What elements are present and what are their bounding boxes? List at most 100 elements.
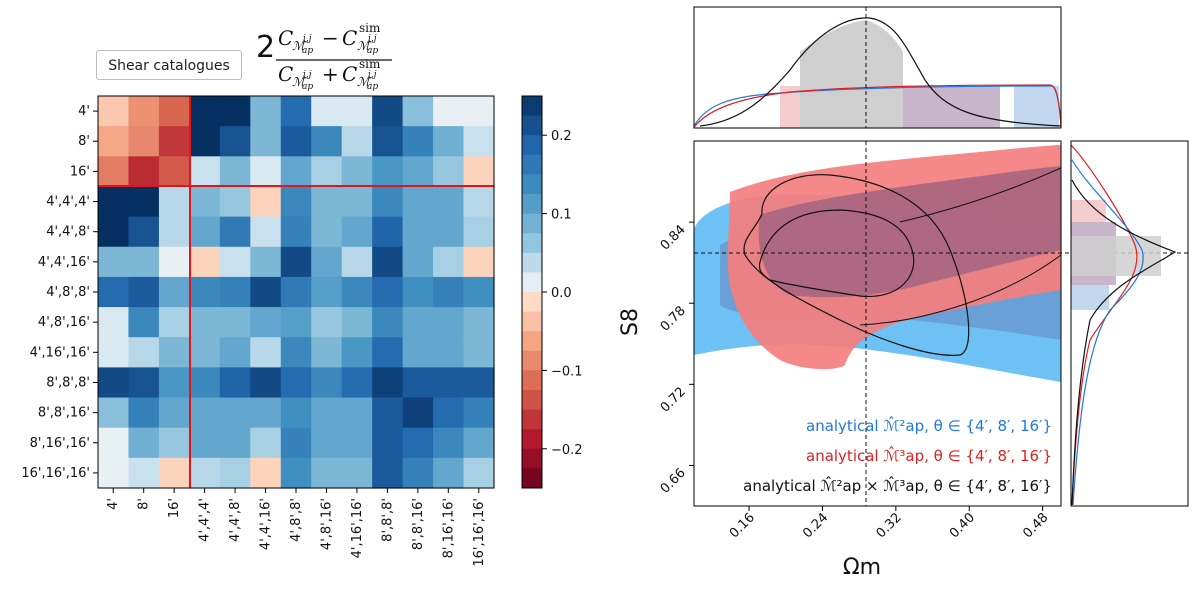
svg-text:sim: sim — [359, 21, 381, 35]
heatmap-cell — [189, 397, 221, 429]
heatmap-cell — [280, 397, 312, 429]
heatmap-cells — [98, 96, 495, 489]
heatmap-cell — [250, 186, 282, 218]
heatmap-cell — [341, 307, 373, 338]
heatmap-col-label: 4',8',16' — [319, 498, 334, 550]
heatmap-cell — [189, 337, 221, 368]
y-ticks: 0.66 0.72 0.78 0.84 — [658, 221, 694, 497]
heatmap-cell — [219, 367, 251, 399]
heatmap-cell — [189, 276, 221, 308]
marginal-omega-m-red-curve — [694, 84, 1061, 128]
svg-text:ap: ap — [367, 82, 378, 92]
svg-text:sim: sim — [359, 57, 381, 71]
heatmap-cell — [250, 367, 282, 399]
heatmap-row-label: 4',8',16' — [38, 315, 90, 330]
colorbar-segment — [522, 213, 542, 234]
heatmap-cell — [250, 337, 282, 368]
y-tick-label: 0.78 — [658, 303, 689, 334]
heatmap-cell — [98, 126, 130, 157]
heatmap-cell — [341, 216, 373, 248]
x-tick-label: 0.40 — [947, 510, 978, 541]
svg-text:i,j: i,j — [303, 34, 312, 44]
heatmap-cell — [433, 96, 465, 127]
x-tick-label: 0.16 — [727, 510, 758, 541]
y-tick-label: 0.84 — [658, 222, 689, 253]
x-ticks: 0.16 0.24 0.32 0.40 0.48 — [727, 506, 1051, 541]
heatmap-row-label: 8' — [78, 134, 90, 149]
heatmap-cell — [463, 337, 495, 368]
heatmap-col-label: 4' — [106, 498, 121, 510]
svg-text:C: C — [278, 62, 293, 86]
heatmap-cell — [433, 246, 465, 278]
colorbar-tick-label: 0.2 — [551, 129, 572, 144]
svg-text:−: − — [322, 26, 339, 50]
heatmap-cell — [311, 246, 343, 278]
heatmap-cell — [189, 246, 221, 278]
svg-text:C: C — [342, 62, 357, 86]
heatmap-cell — [311, 216, 343, 248]
heatmap-cell — [98, 96, 130, 127]
heatmap-cell — [341, 427, 373, 459]
black-contour-inner — [758, 209, 915, 297]
heatmap-cell — [341, 337, 373, 368]
heatmap-cell — [128, 216, 160, 248]
heatmap-cell — [98, 397, 130, 429]
heatmap-cell — [372, 216, 404, 248]
colorbar-segment — [522, 174, 542, 195]
heatmap-cell — [402, 276, 434, 308]
heatmap-cell — [433, 337, 465, 368]
heatmap-cell — [189, 216, 221, 248]
marginal-s8-frame — [1070, 140, 1189, 507]
heatmap-cell — [189, 126, 221, 157]
heatmap-cell — [463, 156, 495, 188]
heatmap-cell — [280, 126, 312, 157]
heatmap-cell — [463, 397, 495, 429]
heatmap-cell — [311, 156, 343, 188]
colorbar-tick-label: 0.1 — [551, 208, 572, 223]
colorbar-segment — [522, 390, 542, 411]
svg-text:i,j: i,j — [303, 70, 312, 80]
heatmap-cell — [463, 186, 495, 218]
heatmap-cell — [372, 397, 404, 429]
heatmap-cell — [433, 457, 465, 489]
colorbar-segment — [522, 96, 542, 117]
heatmap-cell — [280, 156, 312, 188]
marginal-s8-red-curve — [1071, 144, 1138, 506]
heatmap-col-label: 4',8',8' — [289, 498, 304, 542]
heatmap-cell — [250, 457, 282, 489]
heatmap-cell — [128, 337, 160, 368]
heatmap-col-label: 8',8',8' — [380, 498, 395, 542]
heatmap-cell — [219, 246, 251, 278]
heatmap-cell — [433, 397, 465, 429]
heatmap-row-label: 4' — [78, 104, 90, 119]
heatmap-cell — [219, 186, 251, 218]
heatmap-col-label: 4',4',16' — [259, 498, 274, 550]
heatmap-cell — [158, 397, 190, 429]
colorbar-segment — [522, 448, 542, 469]
colorbar-segment — [522, 252, 542, 273]
colorbar-tick-label: −0.1 — [551, 364, 583, 379]
heatmap-cell — [280, 216, 312, 248]
heatmap-cell — [433, 307, 465, 338]
heatmap-cell — [250, 307, 282, 338]
heatmap-cell — [402, 337, 434, 368]
heatmap-cell — [158, 246, 190, 278]
heatmap-cell — [250, 427, 282, 459]
heatmap-cell — [402, 427, 434, 459]
heatmap-cell — [219, 457, 251, 489]
heatmap-cell — [219, 276, 251, 308]
heatmap-cell — [158, 337, 190, 368]
colorbar-segment — [522, 272, 542, 293]
heatmap-cell — [158, 307, 190, 338]
heatmap-cell — [280, 307, 312, 338]
heatmap-cell — [402, 156, 434, 188]
svg-text:i,j: i,j — [368, 70, 377, 80]
colorbar-segment — [522, 409, 542, 430]
heatmap-cell — [280, 96, 312, 127]
heatmap-cell — [402, 186, 434, 218]
marginal-s8-black-band — [1071, 236, 1161, 276]
svg-text:ℳ̂: ℳ̂ — [292, 75, 307, 89]
heatmap-cell — [128, 427, 160, 459]
colorbar-segment — [522, 350, 542, 371]
svg-text:ap: ap — [302, 46, 313, 56]
